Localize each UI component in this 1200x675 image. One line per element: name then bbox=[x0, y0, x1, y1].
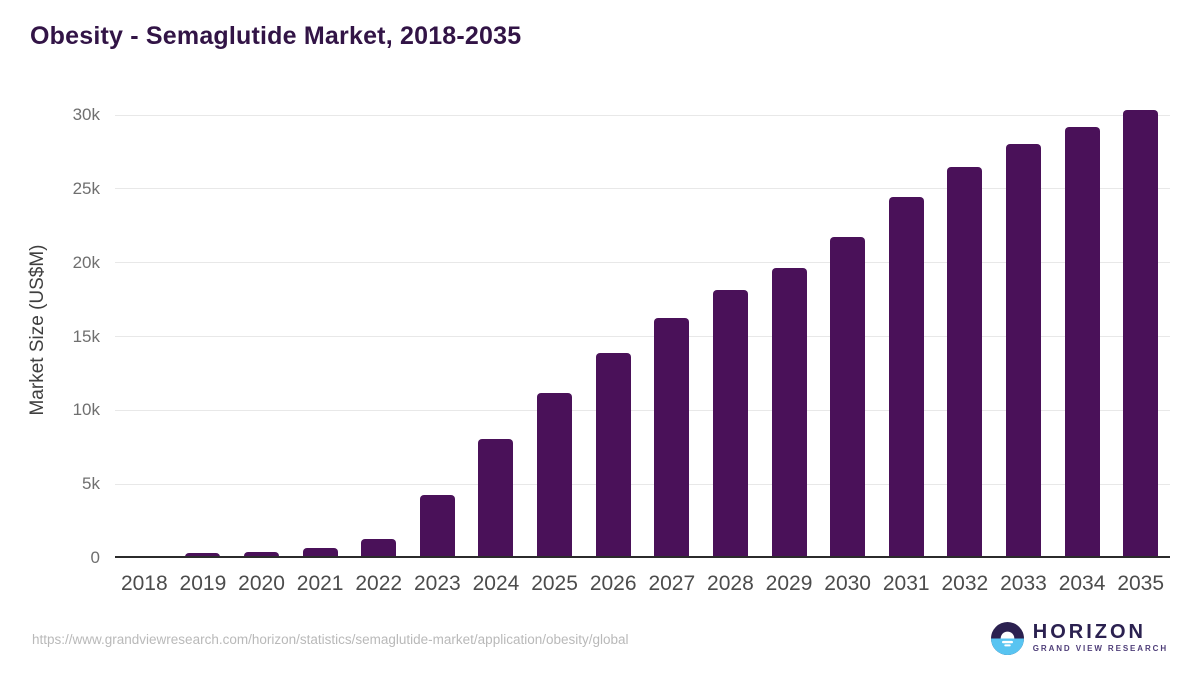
bar-2032 bbox=[947, 167, 983, 557]
y-tick-25k: 25k bbox=[72, 178, 100, 198]
bar-2034 bbox=[1064, 126, 1100, 557]
x-tick-2035: 2035 bbox=[1117, 572, 1165, 595]
y-tick-20k: 20k bbox=[72, 252, 100, 272]
gridline-10k bbox=[115, 409, 1170, 411]
x-tick-2033: 2033 bbox=[1000, 572, 1047, 595]
horizon-logo-text: HORIZON GRAND VIEW RESEARCH bbox=[1033, 622, 1168, 654]
y-tick-10k: 10k bbox=[72, 400, 100, 420]
gridline-5k bbox=[115, 483, 1170, 485]
bar-2024 bbox=[478, 438, 514, 557]
bar-2026 bbox=[595, 353, 631, 557]
x-tick-2025: 2025 bbox=[531, 572, 578, 595]
horizon-logo-icon bbox=[990, 621, 1024, 655]
x-tick-2021: 2021 bbox=[296, 572, 344, 595]
bar-2028 bbox=[712, 290, 748, 557]
x-tick-2023: 2023 bbox=[413, 572, 461, 595]
chart-title: Obesity - Semaglutide Market, 2018-2035 bbox=[30, 22, 522, 50]
y-tick-5k: 5k bbox=[82, 474, 100, 494]
horizon-logo: HORIZON GRAND VIEW RESEARCH bbox=[990, 620, 1168, 656]
y-tick-15k: 15k bbox=[72, 326, 100, 346]
bar-2020 bbox=[244, 551, 280, 557]
bar-2033 bbox=[1005, 144, 1041, 557]
source-url: https://www.grandviewresearch.com/horizo… bbox=[32, 632, 629, 647]
bar-2035 bbox=[1123, 110, 1159, 557]
x-tick-2031: 2031 bbox=[882, 572, 930, 595]
x-tick-2032: 2032 bbox=[941, 572, 989, 595]
bar-2022 bbox=[361, 538, 397, 557]
bar-2029 bbox=[771, 267, 807, 557]
x-tick-2028: 2028 bbox=[707, 572, 754, 595]
x-tick-2022: 2022 bbox=[355, 572, 403, 595]
x-tick-2019: 2019 bbox=[179, 572, 227, 595]
x-tick-2029: 2029 bbox=[765, 572, 813, 595]
bar-2025 bbox=[537, 393, 573, 557]
y-tick-30k: 30k bbox=[72, 105, 100, 124]
gridline-20k bbox=[115, 262, 1170, 264]
bar-2019 bbox=[185, 553, 221, 557]
x-tick-2024: 2024 bbox=[472, 572, 520, 595]
x-tick-2030: 2030 bbox=[824, 572, 871, 595]
gridline-30k bbox=[115, 114, 1170, 116]
logo-name: HORIZON bbox=[1032, 621, 1146, 643]
bar-2023 bbox=[419, 494, 455, 557]
gridline-15k bbox=[115, 336, 1170, 337]
gridline-25k bbox=[115, 188, 1170, 190]
y-tick-0: 0 bbox=[90, 548, 100, 567]
x-tick-2027: 2027 bbox=[648, 572, 696, 595]
bar-2021 bbox=[302, 548, 338, 557]
x-tick-2026: 2026 bbox=[589, 572, 637, 595]
bar-2030 bbox=[830, 237, 866, 557]
y-axis-tick-labels: 0 5k 10k 15k 20k 25k 30k bbox=[0, 90, 100, 567]
x-tick-2034: 2034 bbox=[1058, 572, 1106, 595]
bar-2031 bbox=[888, 197, 924, 557]
x-tick-2018: 2018 bbox=[120, 572, 168, 595]
x-tick-2020: 2020 bbox=[238, 572, 285, 595]
bar-2027 bbox=[654, 317, 690, 557]
x-axis-line bbox=[115, 556, 1170, 558]
bar-chart-plot-area: 2018 2019 2020 2021 2022 2023 2024 2025 2026 2027… bbox=[115, 90, 1170, 595]
logo-subtitle: GRAND VIEW RESEARCH bbox=[1032, 644, 1168, 653]
